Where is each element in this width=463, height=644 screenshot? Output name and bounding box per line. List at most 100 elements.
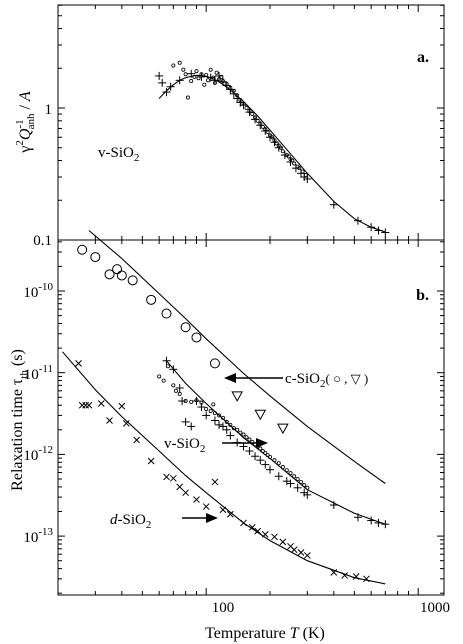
panel-b-dot-point-3-1 <box>161 378 166 383</box>
panel-b-dot-point-3-28 <box>260 449 265 454</box>
panel-b-cross-point-4-13 <box>182 489 189 497</box>
panel-a-plus-point-0-7 <box>206 73 215 82</box>
xtick-100: 100 <box>212 600 235 616</box>
panel-b-dot-point-3-8 <box>194 398 199 403</box>
panel-b-plus-point-2-2 <box>175 383 184 392</box>
panel-b-dot-point-3-29 <box>263 451 268 456</box>
panel-b-dot-point-3-19 <box>235 427 240 432</box>
panel-a-dot-point-1-38 <box>274 141 279 146</box>
panel-a: 1 0.1 a. v-SiO2 γ2Q-1anh / A <box>14 4 445 249</box>
panel-a-dot-point-1-4 <box>185 95 190 100</box>
ytick-1e-11: 10-11 <box>24 363 53 383</box>
panel-a-ylabel: γ2Q-1anh / A <box>14 91 37 154</box>
panel-b-dot-point-3-0 <box>157 374 162 379</box>
panel-b-dot-point-3-13 <box>212 411 217 416</box>
panel-b-cross-point-4-22 <box>261 531 269 538</box>
panel-a-dot-point-1-6 <box>192 74 197 79</box>
xtick-1000: 1000 <box>420 600 450 616</box>
panel-a-dot-point-1-37 <box>272 138 277 143</box>
panel-b-cross-point-4-18 <box>226 510 234 518</box>
panel-b-dot-point-3-26 <box>255 444 260 449</box>
panel-b-cross-point-4-10-b <box>163 473 170 481</box>
panel-a-plus-point-0-31 <box>353 216 362 225</box>
panel-b-cross-point-4-3 <box>85 401 93 409</box>
panel-a-dot-point-1-3 <box>183 72 188 77</box>
panel-b-dot-point-3-5 <box>177 391 182 396</box>
panel-a-dot-point-1-13 <box>208 67 213 72</box>
panel-a-dot-point-1-24 <box>238 97 243 102</box>
ytick-1e-10: 10-10 <box>23 281 53 301</box>
ytick-1e-13: 10-13 <box>23 526 53 546</box>
panel-b-dot-point-3-18 <box>231 426 236 431</box>
panel-b-dot-point-3-6 <box>183 399 188 404</box>
panel-a-dot-point-1-1 <box>177 60 182 65</box>
panel-b-cross-point-4-4 <box>97 400 105 407</box>
panel-a-fit-curve <box>158 74 386 233</box>
annotation-c-sio2: c-SiO2( ○ , ▽ ) <box>285 371 368 390</box>
panel-b-cross-point-4-14-b <box>193 496 200 503</box>
panel-a-plus-point-0-9 <box>215 71 224 80</box>
panel-b-cross-point-4-21 <box>254 527 262 535</box>
panel-b-cross-point-4-9-b <box>147 457 155 465</box>
panel-b-plus-point-2-15 <box>239 442 248 451</box>
panel-b-cross-point-4-23-b <box>271 533 278 541</box>
panel-b-dot-point-3-34 <box>280 465 285 470</box>
panel-a-ytick-1: 1 <box>45 102 53 118</box>
panel-b-plus-point-2-5 <box>187 422 196 431</box>
panel-b-circle-point-0-3 <box>112 264 123 275</box>
panel-b-plus-point-2-21 <box>274 472 283 481</box>
panel-a-dot-point-1-22 <box>231 88 236 93</box>
panel-a-dot-point-1-7 <box>194 69 199 74</box>
panel-b-dot-point-3-11 <box>208 408 213 413</box>
panel-a-dot-point-1-43 <box>286 154 291 159</box>
panel-b-dot-point-3-32 <box>272 458 277 463</box>
panel-b-dot-point-3-2 <box>165 364 170 369</box>
panel-b-plus-point-2-13 <box>226 431 235 440</box>
panel-a-plus-point-0-10 <box>218 77 227 86</box>
panel-a-frame <box>57 4 445 241</box>
panel-b-cross-point-4-16-b <box>211 478 219 486</box>
panel-a-dot-point-1-0 <box>171 63 176 68</box>
panel-b-circle-point-0-7 <box>161 308 172 319</box>
panel-b-dot-point-3-31 <box>267 454 272 459</box>
panel-b-circle-point-0-10 <box>209 358 220 369</box>
panel-a-dot-point-1-21 <box>228 85 233 90</box>
panel-b-cross-point-4-24-b <box>279 538 287 546</box>
panel-b-dot-point-3-20 <box>238 430 243 435</box>
panel-b-cross-point-4-8 <box>133 436 141 444</box>
panel-b-cross-point-4-31-b <box>352 573 360 580</box>
panel-b-cross-point-4-13-b <box>182 489 189 497</box>
panel-b-dot-point-3-37 <box>292 474 297 479</box>
panel-a-dot-point-1-14 <box>211 75 216 80</box>
panel-a-annotation-vsio2: v-SiO2 <box>98 145 139 164</box>
panel-b-dot-point-3-35 <box>284 468 289 473</box>
panel-b-cross-point-4-28-b <box>303 552 311 559</box>
panel-a-dot-point-1-25 <box>241 101 246 106</box>
panel-a-plus-point-0-33 <box>374 226 383 235</box>
panel-b-cross-point-4-24 <box>279 538 287 546</box>
panel-b-circle-point-0-5 <box>127 275 138 286</box>
panel-b-cross-point-4-21-b <box>254 527 262 535</box>
panel-a-dot-point-1-49 <box>300 169 305 174</box>
panel-b-dot-point-3-16 <box>224 419 229 424</box>
panel-a-dot-point-1-33 <box>263 127 268 132</box>
panel-b-cross-point-4-6-b <box>118 402 126 410</box>
panel-a-dot-point-1-5 <box>189 79 194 84</box>
panel-b-cross-point-4-15 <box>202 503 210 510</box>
panel-b-circle-point-0-8 <box>180 322 191 333</box>
panel-a-plus-point-0-3 <box>166 82 175 91</box>
panel-b-plus-point-2-16 <box>245 447 254 456</box>
panel-b-cross-point-4-17-b <box>219 506 227 514</box>
panel-a-dot-point-1-18 <box>219 74 224 79</box>
panel-b-cross-point-4-23 <box>271 533 278 541</box>
panel-a-plus-point-0-32 <box>367 223 376 232</box>
panel-b-cross-point-4-26 <box>290 546 298 554</box>
panel-b-marks <box>62 230 390 585</box>
panel-b-plus-point-2-27 <box>329 501 338 510</box>
panel-b-cross-point-4-32 <box>363 575 370 583</box>
panel-b-cross-point-4-1 <box>78 401 86 409</box>
panel-b-cross-point-4-16 <box>211 478 219 486</box>
panel-b-dot-point-3-41 <box>305 485 310 490</box>
panel-a-dot-point-1-26 <box>244 106 249 111</box>
